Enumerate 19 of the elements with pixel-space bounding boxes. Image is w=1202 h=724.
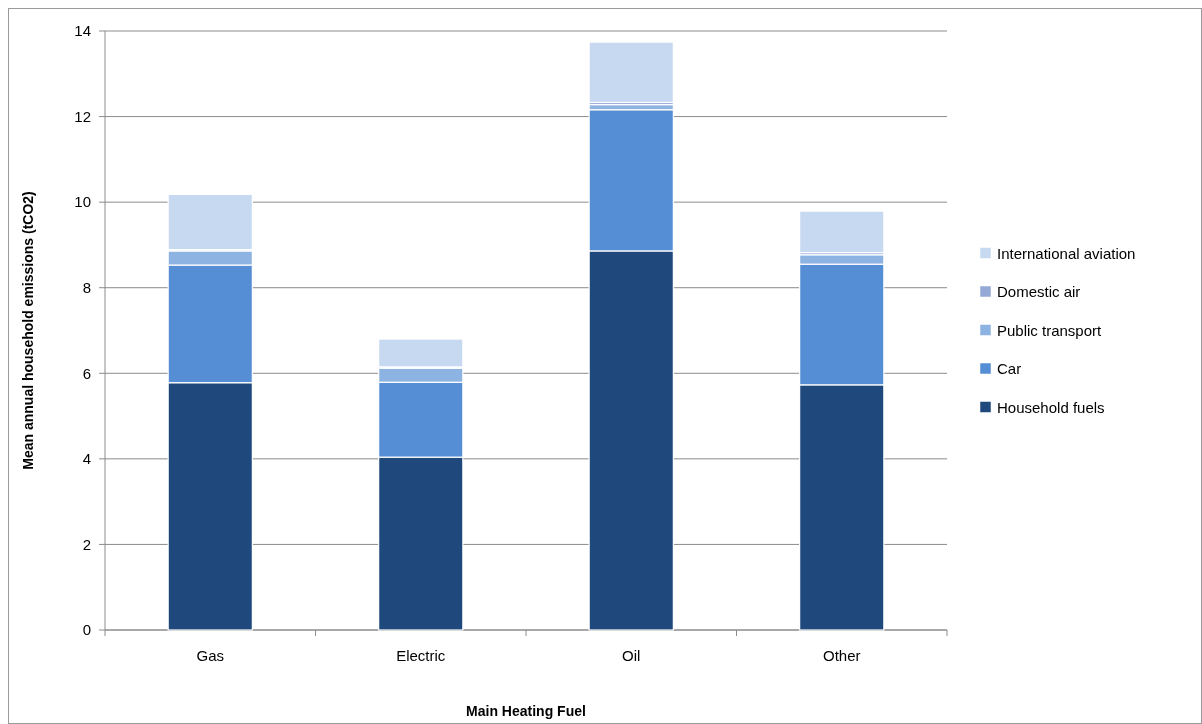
x-tick-label: Gas [196,647,225,664]
x-axis-title: Main Heating Fuel [466,703,586,719]
y-tick-label: 4 [82,450,91,468]
y-tick-label: 14 [74,22,91,40]
legend-label: Car [997,360,1022,378]
y-tick-label: 8 [82,278,91,296]
y-tick-label: 12 [74,107,91,125]
y-axis-title: Mean annual household emissions (tCO2) [20,191,36,470]
y-tick-label: 0 [82,621,91,639]
legend-label: Public transport [997,321,1103,339]
x-tick-label: Other [822,647,861,664]
x-tick-label: Electric [396,647,446,664]
legend-label: Household fuels [997,398,1105,416]
y-tick-label: 10 [74,193,91,211]
y-tick-label: 6 [82,364,91,382]
y-tick-label: 2 [82,535,91,553]
legend-label: Domestic air [997,283,1081,301]
x-tick-label: Oil [622,647,641,664]
legend-label: International aviation [997,244,1136,262]
